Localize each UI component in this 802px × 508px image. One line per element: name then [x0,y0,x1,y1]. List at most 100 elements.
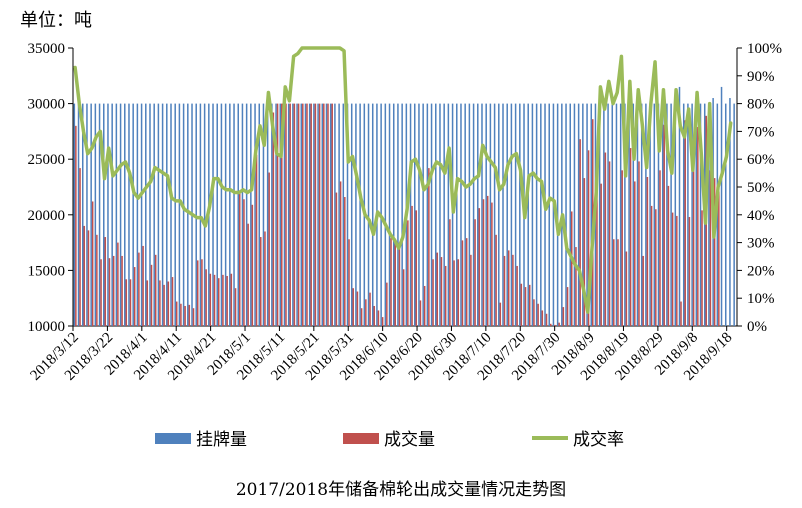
bar-traded [264,231,266,326]
bar-traded [444,265,447,326]
bar-listed [124,103,126,326]
bar-traded [655,209,657,326]
bar-listed [535,103,538,326]
right-tick-label: 40% [747,208,775,224]
bar-listed [493,103,496,326]
bar-listed [300,103,303,326]
bar-traded [394,240,396,326]
bar-traded [272,112,275,326]
bar-traded [281,103,283,326]
legend-label-rate: 成交率 [573,430,624,450]
bar-traded [327,103,329,326]
bar-listed [229,103,231,326]
legend: 挂牌量 成交量 成交率 [155,430,624,450]
right-tick-label: 20% [747,263,775,279]
bar-traded [154,254,157,326]
bar-traded [112,255,115,326]
bar-listed [145,103,147,326]
bar-traded [554,324,556,326]
bar-listed [73,103,76,326]
bar-listed [350,103,353,326]
bar-listed [292,103,294,326]
bar-listed [632,103,635,326]
bar-traded [365,299,367,326]
bar-listed [590,103,593,326]
bar-traded [117,242,119,326]
bar-traded [650,205,653,326]
bar-listed [174,103,176,326]
bar-listed [334,103,336,326]
bar-listed [187,103,189,326]
bar-traded [356,291,359,326]
bar-traded [373,305,375,326]
bar-listed [77,103,80,326]
bar-traded [692,143,695,326]
bar-listed [439,103,441,326]
right-axis-ticks: 0% 10% 20% 30% 40% 50% 60% 70% 80% 90% 100% [737,41,782,335]
legend-label-traded: 成交量 [384,430,435,450]
bar-traded [587,150,590,326]
bar-listed [355,103,357,326]
bar-traded [457,259,460,326]
bar-listed [296,103,298,326]
bar-listed [195,103,197,326]
bar-listed [464,103,466,326]
bar-traded [188,304,191,326]
bar-listed [607,103,609,326]
bar-listed [426,103,429,326]
bar-traded [79,168,81,326]
bar-listed [456,103,458,326]
bar-traded [175,301,178,326]
bar-traded [230,273,233,326]
bar-traded [638,161,640,326]
bar-traded [377,310,380,326]
chart-title: 2017/2018年储备棉轮出成交量情况走势图 [236,480,566,500]
bar-listed [678,86,681,326]
bar-traded [571,211,573,326]
bar-traded [314,103,317,326]
bar-traded [133,267,136,326]
bar-listed [317,103,319,326]
legend-swatch-listed [155,433,191,444]
bar-listed [313,103,315,326]
left-axis-ticks: 10000 15000 20000 25000 30000 35000 [28,41,73,335]
bar-listed [586,103,588,326]
bar-traded [407,220,409,326]
bar-listed [699,103,702,326]
bar-traded [499,302,502,326]
bar-listed [275,103,277,326]
bar-traded [701,210,703,326]
bar-listed [527,103,529,326]
bar-traded [310,103,312,326]
bar-traded [184,305,186,326]
left-tick-label: 25000 [28,152,66,168]
bar-traded [96,234,98,326]
left-tick-label: 10000 [28,319,66,335]
bar-traded [297,103,300,326]
bar-traded [617,239,619,326]
bar-traded [558,322,560,326]
bar-listed [628,103,630,326]
bar-traded [528,284,531,326]
bar-traded [541,310,544,326]
bar-listed [128,103,130,326]
bar-listed [287,103,290,326]
bar-traded [108,258,111,326]
bar-listed [409,103,412,326]
bar-listed [540,103,542,326]
bar-traded [613,239,615,326]
series-rate-line [73,46,733,314]
bar-listed [687,103,689,326]
bar-traded [411,205,413,326]
right-tick-label: 100% [747,41,782,57]
right-tick-label: 0% [747,319,767,335]
bar-listed [304,103,307,326]
bar-listed [401,103,403,326]
bar-traded [239,193,241,326]
bar-listed [178,103,181,326]
bar-traded [495,234,497,326]
bar-traded [318,103,321,326]
bar-listed [371,103,374,326]
bar-traded [562,307,565,326]
bar-listed [645,103,647,326]
